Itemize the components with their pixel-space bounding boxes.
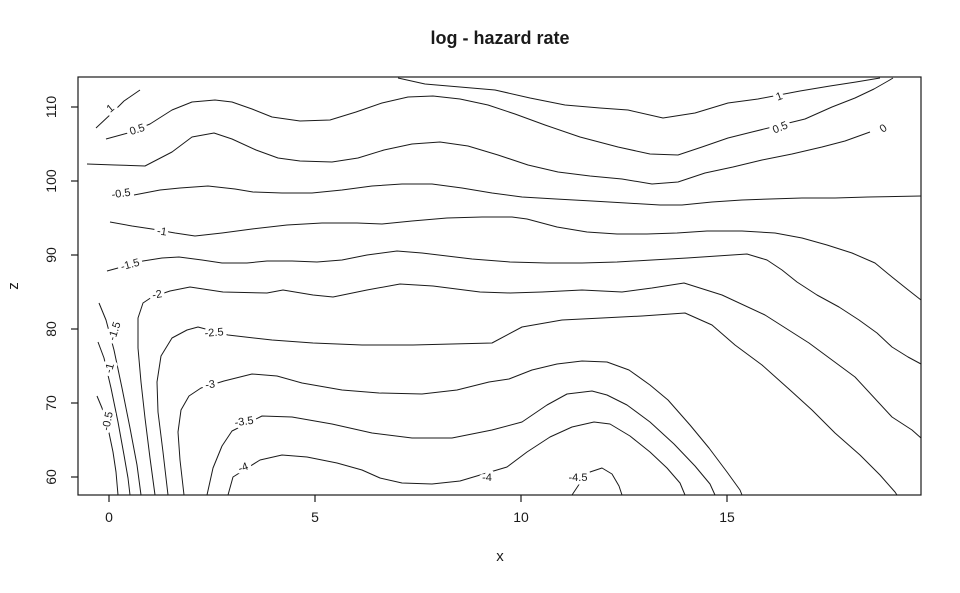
contour-label--1.5: -1.5 [106, 320, 123, 342]
y-tick-label: 90 [43, 247, 59, 263]
contour-line--0.5 [133, 183, 922, 206]
y-tick-label: 70 [43, 395, 59, 411]
contour-label--1: -1 [156, 225, 167, 238]
plot-border [77, 76, 922, 496]
contour-label--0.5: -0.5 [111, 187, 131, 202]
y-axis-label: z [5, 282, 22, 290]
x-tick-label: 10 [513, 509, 529, 525]
contour-label--4: -4 [482, 472, 492, 484]
contour-line-0.5 [105, 77, 894, 156]
contour-label--0.5: -0.5 [100, 411, 116, 432]
contour-label-1: 1 [104, 102, 116, 115]
contour-label--1: -1 [103, 362, 117, 375]
contour-line--4.5 [571, 467, 623, 496]
contour-label-0.5: 0.5 [771, 119, 790, 136]
contour-label--2.5: -2.5 [204, 326, 224, 340]
y-tick-label: 110 [43, 96, 59, 119]
contour-line-1 [397, 77, 881, 119]
contour-label--2: -2 [151, 288, 163, 302]
contour-line-1 [95, 89, 141, 129]
contour-label--3.5: -3.5 [234, 415, 254, 430]
contour-line--1 [109, 216, 922, 301]
contour-line--2.5 [156, 312, 898, 496]
contour-line--3.5 [206, 390, 716, 496]
contour-label-1: 1 [774, 90, 784, 103]
contour-line--3 [177, 360, 743, 496]
contour-label--3: -3 [204, 378, 215, 391]
contour-line--1.5 [98, 302, 142, 496]
y-tick-label: 100 [43, 169, 59, 193]
contour-label--4.5: -4.5 [569, 472, 588, 484]
contour-line--0.5 [96, 395, 119, 496]
contour-line--1.5 [106, 250, 922, 365]
x-axis-label: x [496, 548, 504, 565]
contour-line-0 [86, 131, 871, 185]
x-tick-label: 5 [311, 509, 319, 525]
contour-label-0: 0 [878, 122, 890, 135]
contour-line--1 [97, 341, 131, 496]
y-tick-label: 60 [43, 469, 59, 485]
y-tick-label: 80 [43, 321, 59, 337]
contour-line--4 [227, 421, 686, 496]
contour-label--1.5: -1.5 [120, 257, 141, 274]
contour-label-0.5: 0.5 [128, 122, 146, 138]
chart-title: log - hazard rate [430, 28, 569, 48]
x-tick-label: 0 [105, 509, 113, 525]
x-tick-label: 15 [719, 509, 735, 525]
contour-line--2 [137, 282, 922, 496]
